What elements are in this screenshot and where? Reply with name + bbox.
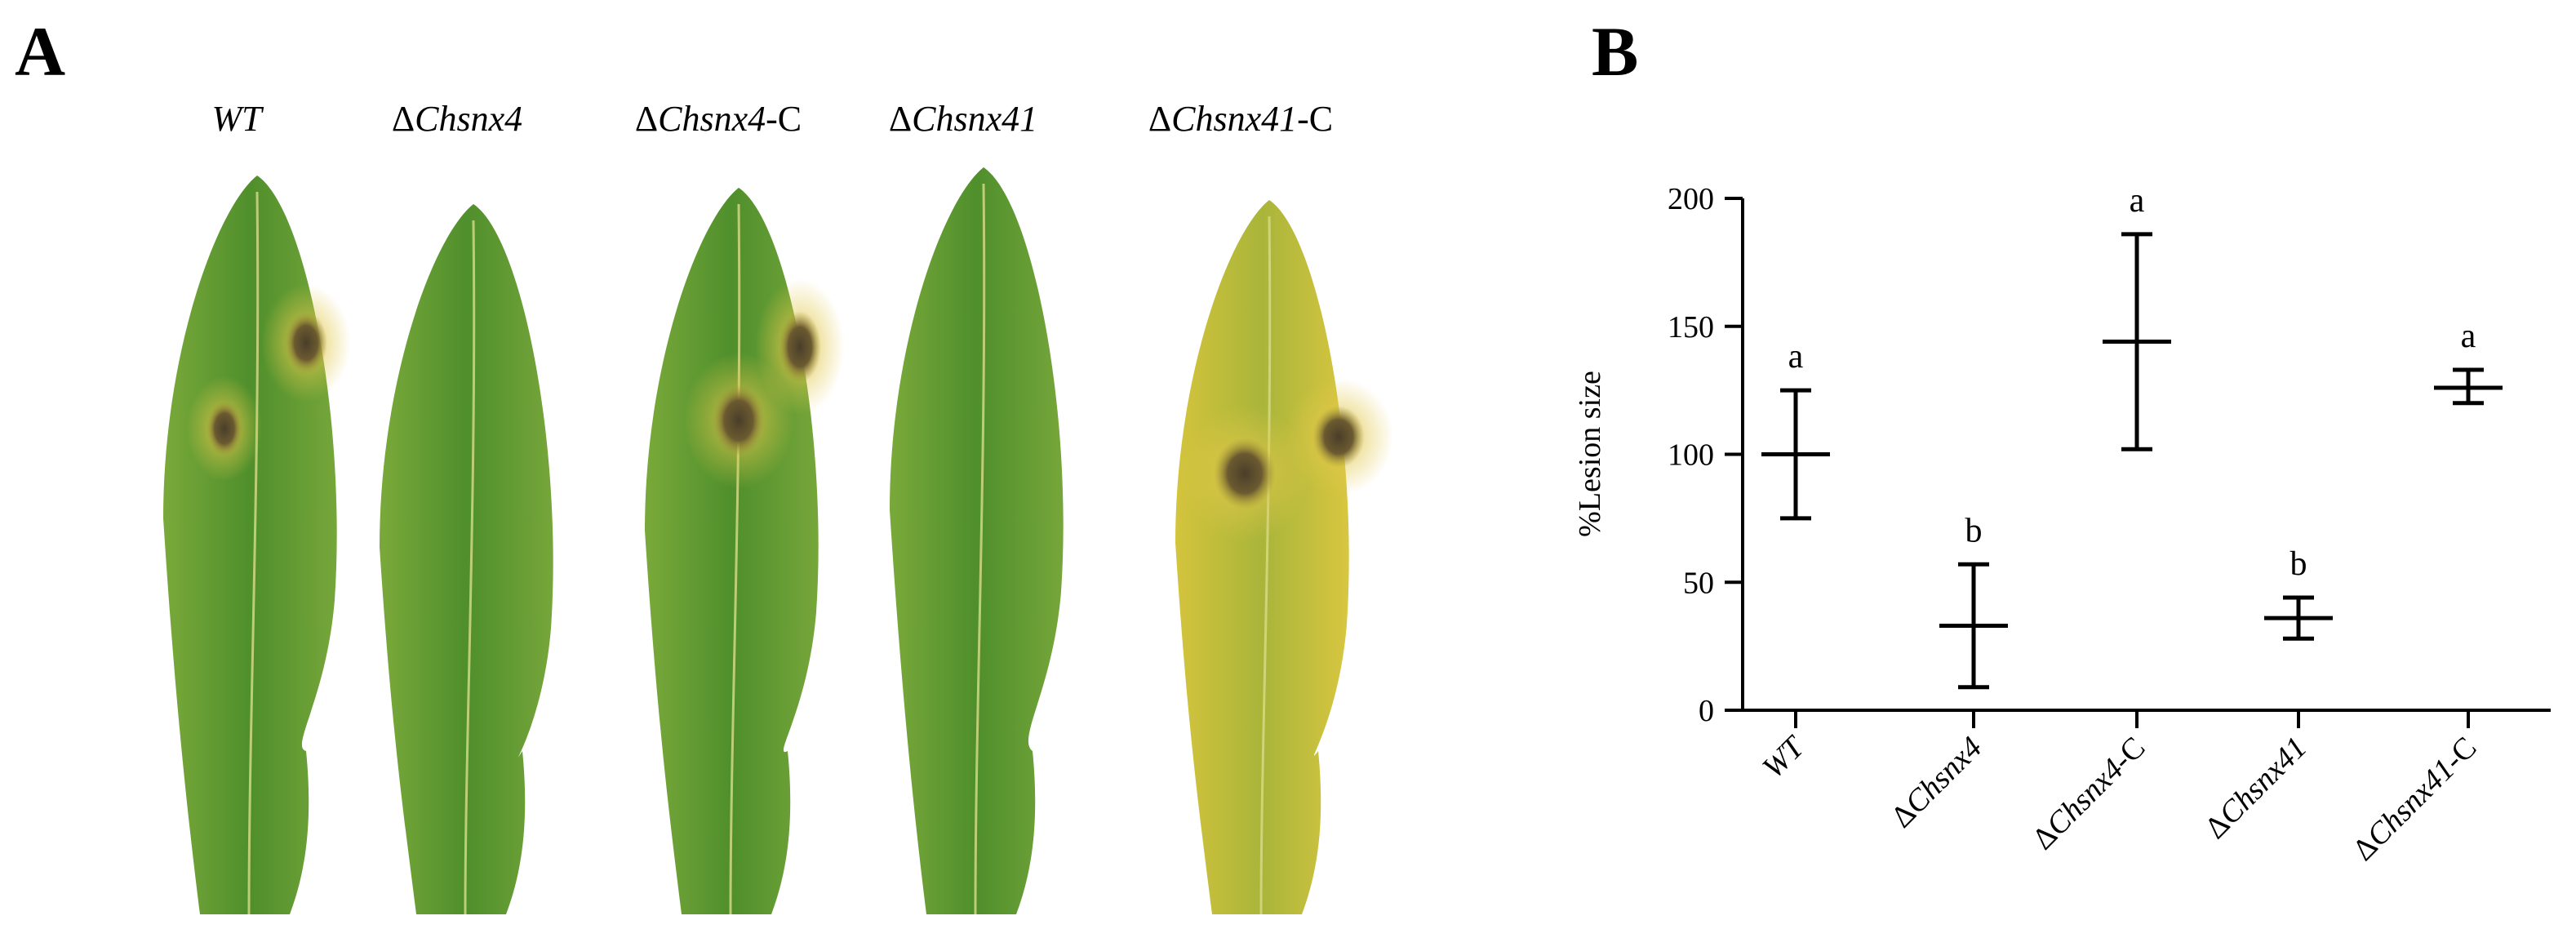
error-bar-group: b (1939, 512, 2008, 690)
strain-label: ΔChsnx4-C (635, 99, 802, 139)
x-tick-label: ΔChsnx41-C (2346, 731, 2483, 868)
leaf (890, 167, 1064, 915)
label-name: Chsnx4 (1899, 731, 1988, 820)
leaf-midrib (974, 183, 986, 915)
label-name: Chsnx41 (2361, 753, 2462, 854)
label-name: WT (1756, 729, 1812, 785)
label-name: Chsnx41 (2213, 731, 2314, 832)
y-axis-title: %Lesion size (1573, 371, 1607, 537)
label-name: Chsnx4 (2040, 753, 2130, 842)
significance-letter: a (2130, 182, 2145, 220)
strain-labels: WT ΔChsnx4 ΔChsnx4-C ΔChsnx41 ΔChsnx41-C (211, 99, 1333, 139)
strain-label: ΔChsnx4 (392, 99, 522, 139)
y-tick-label: 150 (1668, 310, 1714, 345)
x-tick-label: WT (1756, 729, 1812, 785)
leaf-midrib (729, 203, 741, 915)
strain-label: WT (211, 99, 264, 139)
leaf (645, 188, 845, 915)
label-delta: Δ (889, 99, 912, 139)
leaf-blade (890, 167, 1064, 914)
panel-label-a: A (15, 12, 65, 91)
label-name: WT (211, 99, 264, 139)
leaf-midrib (247, 191, 260, 915)
label-delta: Δ (635, 99, 658, 139)
x-tick-label: ΔChsnx4 (1885, 731, 1989, 835)
lesion (207, 401, 242, 456)
strain-label: ΔChsnx41-C (1148, 99, 1333, 139)
leaf-midrib (1259, 216, 1272, 915)
error-bar-group: a (1761, 338, 1830, 521)
strain-label: ΔChsnx41 (889, 99, 1037, 139)
leaf (380, 204, 553, 915)
significance-letter: b (2290, 545, 2307, 583)
significance-letter: a (2461, 318, 2476, 355)
y-tick-label: 100 (1668, 438, 1714, 473)
x-tick-label: ΔChsnx41 (2198, 731, 2313, 846)
lesion (1312, 406, 1365, 468)
x-ticks: WT ΔChsnx4 ΔChsnx4-C ΔChsnx41 ΔChsnx41-C (1756, 710, 2483, 868)
label-delta: Δ (1148, 99, 1171, 139)
leaf-blade (380, 204, 553, 914)
y-tick-label: 200 (1668, 182, 1714, 216)
lesion (285, 312, 327, 374)
label-suffix: -C (1297, 99, 1333, 139)
label-name: Chsnx41 (1171, 99, 1297, 139)
x-tick-label: ΔChsnx4-C (2026, 731, 2152, 856)
label-suffix: -C (766, 99, 802, 139)
leaf-blade (1175, 200, 1349, 914)
lesion (1214, 438, 1276, 509)
label-name: Chsnx4 (658, 99, 766, 139)
lesion-size-chart: %Lesion size 0 50 100 150 200 WT ΔChsnx4 ΔChsn… (1573, 182, 2551, 868)
y-tick-label: 50 (1683, 566, 1714, 600)
leaf-midrib (464, 220, 476, 915)
label-name: Chsnx41 (912, 99, 1037, 139)
error-bar-group: a (2434, 318, 2503, 406)
significance-letter: b (1965, 512, 1983, 549)
significance-letter: a (1788, 338, 1804, 376)
lesion (713, 385, 765, 456)
panel-label-b: B (1592, 12, 1638, 91)
error-bar-group: b (2264, 545, 2333, 641)
leaf (1175, 200, 1394, 915)
y-tick-label: 0 (1699, 694, 1714, 728)
leaf (163, 176, 351, 915)
lesion (779, 311, 821, 383)
y-ticks: 0 50 100 150 200 (1668, 182, 1743, 728)
label-name: Chsnx4 (415, 99, 522, 139)
error-bar-group: a (2103, 182, 2171, 451)
data-marks: a b a b a (1761, 182, 2503, 690)
label-delta: Δ (392, 99, 415, 139)
leaf-photo (163, 167, 1394, 915)
